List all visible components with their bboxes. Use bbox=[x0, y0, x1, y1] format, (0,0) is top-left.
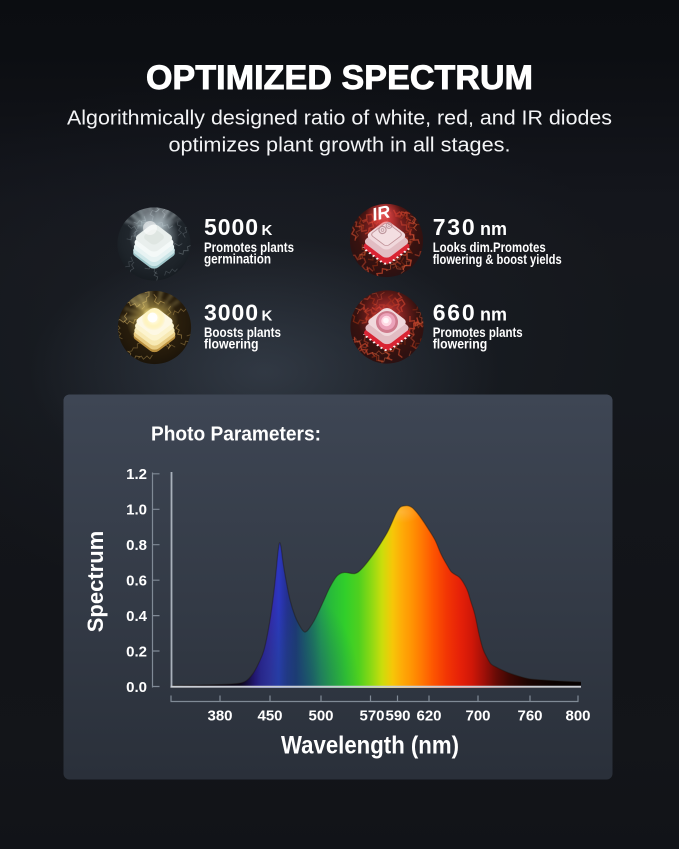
svg-text:590: 590 bbox=[385, 708, 410, 725]
svg-text:Promotes plants: Promotes plants bbox=[433, 324, 523, 340]
svg-text:germination: germination bbox=[204, 251, 271, 267]
svg-text:0.8: 0.8 bbox=[126, 537, 147, 554]
svg-text:flowering & boost yields: flowering & boost yields bbox=[433, 251, 562, 267]
svg-text:800: 800 bbox=[565, 708, 590, 725]
svg-text:1.2: 1.2 bbox=[126, 466, 147, 483]
svg-text:Photo Parameters:: Photo Parameters: bbox=[151, 424, 321, 446]
svg-text:OPTIMIZED SPECTRUM: OPTIMIZED SPECTRUM bbox=[146, 59, 533, 97]
svg-text:Wavelength (nm): Wavelength (nm) bbox=[281, 731, 459, 759]
svg-text:380: 380 bbox=[207, 708, 232, 725]
svg-text:IR: IR bbox=[370, 201, 392, 224]
svg-text:Boosts plants: Boosts plants bbox=[204, 324, 281, 340]
svg-text:Promotes plants: Promotes plants bbox=[204, 239, 294, 255]
svg-text:Algorithmically designed ratio: Algorithmically designed ratio of white,… bbox=[67, 108, 612, 130]
svg-text:Spectrum: Spectrum bbox=[83, 531, 108, 632]
svg-text:0.4: 0.4 bbox=[126, 608, 148, 625]
svg-text:optimizes plant growth in all: optimizes plant growth in all stages. bbox=[169, 135, 511, 157]
svg-text:1.0: 1.0 bbox=[126, 502, 147, 519]
svg-text:Looks dim.Promotes: Looks dim.Promotes bbox=[433, 239, 546, 255]
svg-text:760: 760 bbox=[517, 708, 542, 725]
svg-text:570: 570 bbox=[359, 708, 384, 725]
svg-text:flowering: flowering bbox=[433, 336, 488, 352]
svg-text:700: 700 bbox=[465, 708, 490, 725]
svg-text:0.6: 0.6 bbox=[126, 573, 147, 590]
svg-text:0.2: 0.2 bbox=[126, 643, 147, 660]
svg-text:0.0: 0.0 bbox=[126, 679, 147, 696]
svg-text:flowering: flowering bbox=[204, 336, 259, 352]
svg-text:500: 500 bbox=[308, 708, 333, 725]
svg-text:450: 450 bbox=[257, 708, 282, 725]
svg-text:620: 620 bbox=[416, 708, 441, 725]
